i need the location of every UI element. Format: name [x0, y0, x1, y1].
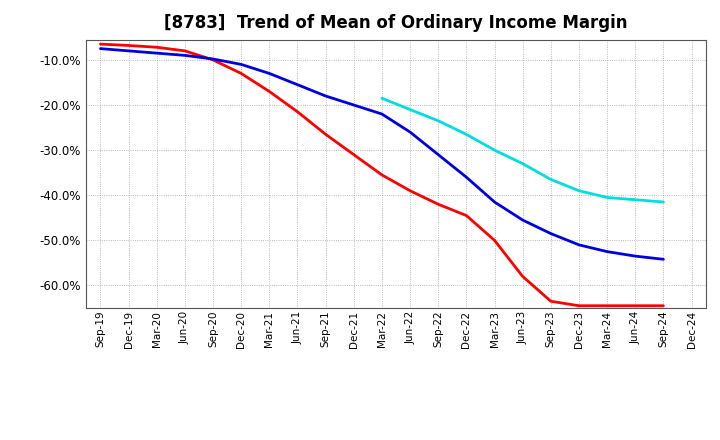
Title: [8783]  Trend of Mean of Ordinary Income Margin: [8783] Trend of Mean of Ordinary Income …: [164, 15, 628, 33]
